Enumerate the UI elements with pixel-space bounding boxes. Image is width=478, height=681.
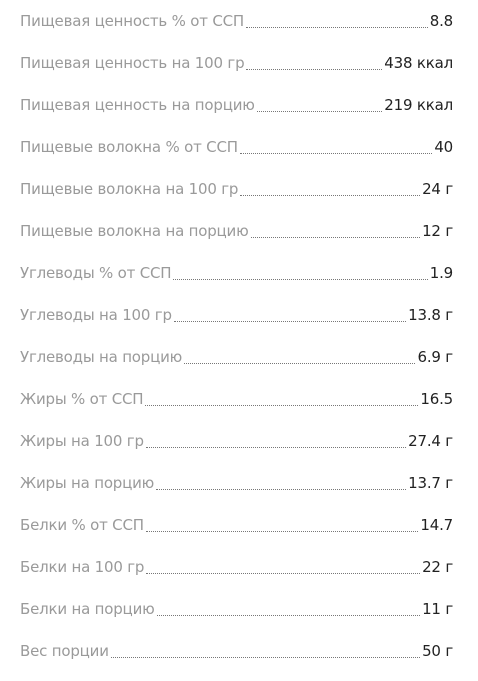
row-label: Пищевая ценность на порцию [20,96,255,114]
row-value: 438 ккал [384,54,453,72]
nutrition-row: Углеводы % от ССП 1.9 [20,252,453,294]
row-value: 13.8 г [408,306,453,324]
row-value: 16.5 [420,390,453,408]
nutrition-row: Вес порции 50 г [20,630,453,672]
nutrition-row: Углеводы на 100 гр 13.8 г [20,294,453,336]
row-label: Углеводы % от ССП [20,264,172,282]
row-label: Пищевая ценность на 100 гр [20,54,245,72]
row-value: 6.9 г [417,348,453,366]
row-label: Углеводы на 100 гр [20,306,172,324]
dotted-leader [173,320,407,322]
dotted-leader [110,656,421,658]
nutrition-row: Белки на 100 гр 22 г [20,546,453,588]
row-value: 1.9 [429,264,453,282]
nutrition-row: Белки % от ССП 14.7 [20,504,453,546]
row-label: Вес порции [20,642,109,660]
dotted-leader [256,110,383,112]
row-value: 8.8 [429,12,453,30]
nutrition-row: Пищевая ценность на 100 гр 438 ккал [20,42,453,84]
nutrition-row: Углеводы на порцию 6.9 г [20,336,453,378]
nutrition-row: Пищевые волокна % от ССП 40 [20,126,453,168]
nutrition-list: Пищевая ценность % от ССП 8.8 Пищевая ценн… [20,0,453,672]
row-label: Белки % от ССП [20,516,144,534]
nutrition-row: Пищевая ценность % от ССП 8.8 [20,0,453,42]
row-label: Жиры % от ССП [20,390,144,408]
nutrition-row: Белки на порцию 11 г [20,588,453,630]
row-label: Жиры на 100 гр [20,432,144,450]
row-label: Белки на 100 гр [20,558,145,576]
row-value: 12 г [422,222,453,240]
nutrition-row: Жиры % от ССП 16.5 [20,378,453,420]
row-value: 40 [434,138,453,156]
nutrition-row: Жиры на порцию 13.7 г [20,462,453,504]
dotted-leader [145,530,419,532]
dotted-leader [240,194,421,196]
dotted-leader [156,614,421,616]
row-label: Углеводы на порцию [20,348,183,366]
row-label: Белки на порцию [20,600,155,618]
dotted-leader [145,404,419,406]
dotted-leader [239,152,433,154]
row-label: Жиры на порцию [20,474,155,492]
row-value: 50 г [422,642,453,660]
row-label: Пищевые волокна % от ССП [20,138,238,156]
dotted-leader [146,572,421,574]
dotted-leader [156,488,407,490]
dotted-leader [173,278,428,280]
nutrition-row: Пищевая ценность на порцию 219 ккал [20,84,453,126]
dotted-leader [145,446,407,448]
row-label: Пищевые волокна на порцию [20,222,249,240]
dotted-leader [184,362,416,364]
row-value: 11 г [422,600,453,618]
row-label: Пищевые волокна на 100 гр [20,180,239,198]
row-value: 24 г [422,180,453,198]
nutrition-row: Пищевые волокна на порцию 12 г [20,210,453,252]
nutrition-row: Жиры на 100 гр 27.4 г [20,420,453,462]
dotted-leader [245,26,428,28]
row-value: 219 ккал [384,96,453,114]
row-value: 14.7 [420,516,453,534]
row-label: Пищевая ценность % от ССП [20,12,244,30]
row-value: 22 г [422,558,453,576]
dotted-leader [246,68,383,70]
dotted-leader [250,236,421,238]
row-value: 13.7 г [408,474,453,492]
nutrition-row: Пищевые волокна на 100 гр 24 г [20,168,453,210]
row-value: 27.4 г [408,432,453,450]
